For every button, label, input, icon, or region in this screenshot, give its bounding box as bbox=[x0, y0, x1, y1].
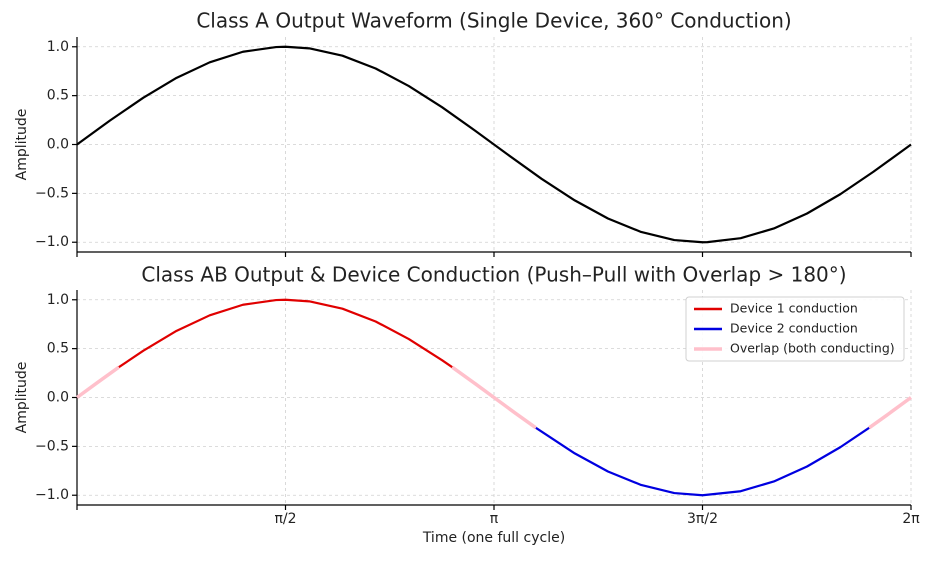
y-tick-label: 0.0 bbox=[47, 390, 69, 406]
legend-label: Overlap (both conducting) bbox=[730, 341, 895, 356]
y-tick-label: 0.5 bbox=[47, 341, 69, 357]
x-axis-label: Time (one full cycle) bbox=[422, 530, 565, 546]
line-series bbox=[75, 365, 913, 430]
chart-title: Class A Output Waveform (Single Device, … bbox=[196, 9, 791, 33]
chart-title: Class AB Output & Device Conduction (Pus… bbox=[141, 263, 846, 287]
legend-label: Device 2 conduction bbox=[730, 321, 858, 336]
y-tick-label: 0.0 bbox=[47, 137, 69, 153]
x-tick-label: 2π bbox=[902, 511, 920, 527]
y-tick-label: 0.5 bbox=[47, 88, 69, 104]
y-tick-label: −0.5 bbox=[35, 438, 69, 454]
x-tick-label: 3π/2 bbox=[687, 511, 718, 527]
y-tick-label: −1.0 bbox=[35, 487, 69, 503]
y-axis-label: Amplitude bbox=[14, 362, 30, 434]
x-tick-label: π bbox=[490, 511, 499, 527]
y-axis-label: Amplitude bbox=[14, 109, 30, 181]
x-tick-label: π/2 bbox=[274, 511, 296, 527]
y-tick-label: 1.0 bbox=[47, 292, 69, 308]
legend-box bbox=[685, 296, 905, 362]
line-series bbox=[118, 298, 453, 369]
y-tick-label: 1.0 bbox=[47, 39, 69, 55]
legend: Device 1 conduction Device 2 conduction Ov… bbox=[685, 296, 905, 362]
y-tick-label: −0.5 bbox=[35, 185, 69, 201]
legend-label: Device 1 conduction bbox=[730, 301, 858, 316]
line-series bbox=[76, 45, 912, 244]
y-tick-label: −1.0 bbox=[35, 234, 69, 250]
line-series bbox=[535, 426, 870, 497]
